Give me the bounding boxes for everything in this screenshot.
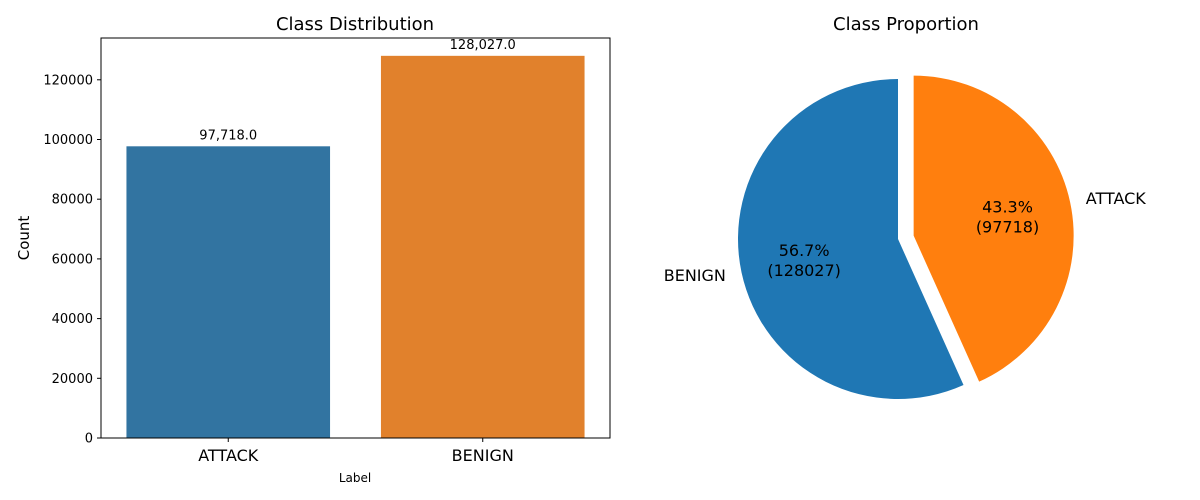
pie-slice-attack — [913, 75, 1074, 382]
y-tick-label: 60000 — [52, 252, 93, 267]
bar-data-label: 128,027.0 — [450, 38, 516, 53]
pie-plot-area: BENIGN 56.7% (128027) ATTACK 43.3% (97718) — [664, 75, 1147, 399]
y-tick-label: 0 — [85, 432, 93, 447]
y-tick-label: 100000 — [43, 133, 93, 148]
x-axis-label: Label — [339, 471, 371, 485]
bar-plot-area: 97,718.0 ATTACK 128,027.0 BENIGN 0 20000 40000… — [43, 37, 611, 465]
x-tick-label: ATTACK — [198, 446, 259, 465]
pie-chart: Class Proportion BENIGN 56.7% (128027) ATTA… — [664, 14, 1147, 399]
y-tick-label: 20000 — [52, 372, 93, 387]
pie-pct-label: 56.7% (128027) — [767, 241, 841, 280]
bar-chart-title: Class Distribution — [276, 14, 434, 35]
y-tick-label: 40000 — [52, 312, 93, 327]
pie-chart-title: Class Proportion — [833, 14, 979, 35]
bar-attack — [126, 146, 331, 438]
y-tick-label: 80000 — [52, 193, 93, 208]
bar-chart: Class Distribution 97,718.0 ATTACK 128,027… — [15, 14, 611, 485]
bar-benign — [380, 55, 585, 439]
y-axis-label: Count — [15, 216, 33, 261]
pie-pct-label: 43.3% (97718) — [976, 198, 1039, 237]
pie-slice-label: ATTACK — [1086, 189, 1147, 208]
x-tick-label: BENIGN — [452, 446, 514, 465]
pie-slice-benign — [738, 79, 964, 399]
bar-plot-frame — [100, 37, 611, 439]
pie-slice-label: BENIGN — [664, 266, 726, 285]
y-tick-label: 120000 — [43, 73, 93, 88]
bar-data-label: 97,718.0 — [199, 128, 257, 143]
